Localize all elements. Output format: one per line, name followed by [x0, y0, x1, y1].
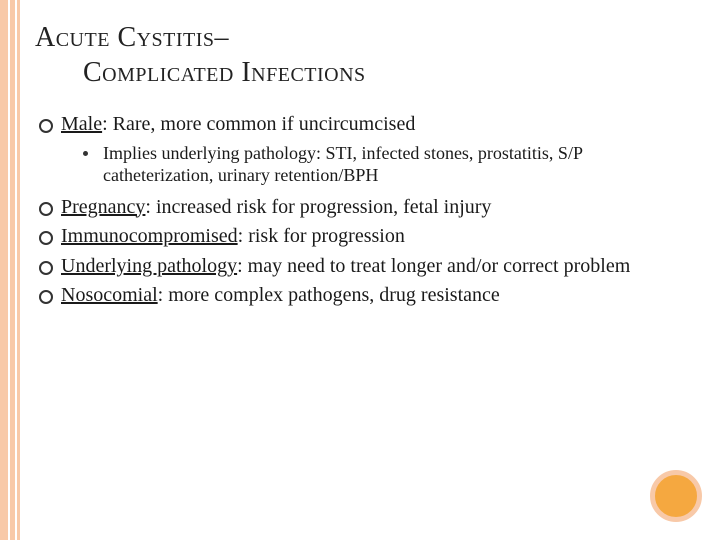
accent-stripe-1 — [0, 0, 8, 540]
title-line-1: Acute Cystitis– — [35, 22, 229, 53]
slide-content: Acute Cystitis– Complicated Infections M… — [35, 20, 695, 313]
slide-title: Acute Cystitis– Complicated Infections — [35, 20, 695, 90]
title-line-2: Complicated Infections — [35, 55, 695, 90]
bullet-label: Nosocomial — [61, 284, 158, 306]
bullet-text: : Rare, more common if uncircumcised — [102, 113, 415, 135]
corner-circle-icon — [650, 470, 702, 522]
bullet-label: Pregnancy — [61, 196, 145, 218]
bullet-text: : risk for progression — [238, 225, 405, 247]
bullet-label: Male — [61, 113, 102, 135]
bullet-list: Male: Rare, more common if uncircumcised… — [35, 112, 695, 309]
bullet-text: : more complex pathogens, drug resistanc… — [158, 284, 500, 306]
bullet-text: : increased risk for progression, fetal … — [145, 196, 491, 218]
list-item: Immunocompromised: risk for progression — [39, 224, 695, 250]
list-item: Nosocomial: more complex pathogens, drug… — [39, 283, 695, 309]
accent-stripe-3 — [17, 0, 20, 540]
list-item: Male: Rare, more common if uncircumcised… — [39, 112, 695, 187]
list-item: Pregnancy: increased risk for progressio… — [39, 195, 695, 221]
bullet-label: Underlying pathology — [61, 255, 237, 277]
list-item: Underlying pathology: may need to treat … — [39, 254, 695, 280]
sub-list: Implies underlying pathology: STI, infec… — [61, 142, 695, 187]
bullet-text: : may need to treat longer and/or correc… — [237, 255, 630, 277]
accent-stripe-2 — [10, 0, 15, 540]
sub-list-item: Implies underlying pathology: STI, infec… — [83, 142, 695, 187]
bullet-label: Immunocompromised — [61, 225, 238, 247]
